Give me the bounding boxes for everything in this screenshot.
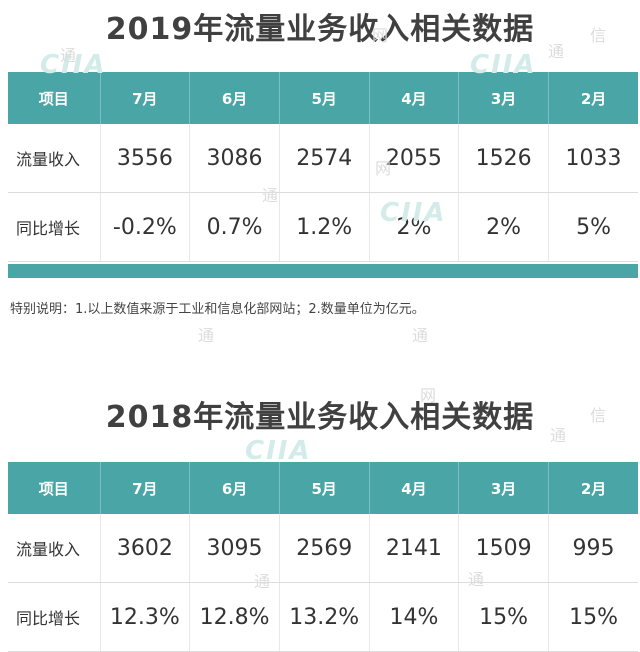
header-cell-item: 项目: [8, 462, 101, 514]
table-cell: 0.7%: [189, 192, 280, 262]
table-cell: 2574: [279, 124, 370, 193]
header-cell-month: 2月: [548, 462, 639, 514]
header-cell-month: 3月: [458, 72, 549, 124]
watermark-char: 通: [198, 326, 215, 345]
header-cell-month: 5月: [279, 462, 370, 514]
table-cell: 1526: [458, 124, 549, 193]
table-title-2019: 2019年流量业务收入相关数据: [105, 12, 535, 47]
table-cell: 5%: [548, 192, 639, 262]
header-cell-month: 4月: [369, 72, 460, 124]
table-header-row: 项目 7月 6月 5月 4月 3月 2月: [8, 462, 639, 514]
header-cell-month: 3月: [458, 462, 549, 514]
table-cell: 995: [548, 514, 639, 583]
table-cell: 3095: [189, 514, 280, 583]
header-cell-month: 6月: [189, 462, 280, 514]
table-row-traffic-revenue: 流量收入 3556 3086 2574 2055 1526 1033: [8, 124, 639, 193]
table-cell: 12.3%: [100, 582, 191, 652]
table-cell: 2141: [369, 514, 460, 583]
table-cell: 3556: [100, 124, 191, 193]
header-cell-month: 5月: [279, 72, 370, 124]
row-label: 流量收入: [8, 514, 101, 583]
table-footer-bar: [8, 264, 638, 278]
row-label: 同比增长: [8, 192, 101, 262]
table-cell: 15%: [548, 582, 639, 652]
table-cell: 2055: [369, 124, 460, 193]
table-cell: 1509: [458, 514, 549, 583]
header-cell-month: 7月: [100, 72, 191, 124]
table-cell: 3086: [189, 124, 280, 193]
data-table-2019: 项目 7月 6月 5月 4月 3月 2月 流量收入 3556 3086 2574…: [8, 72, 639, 262]
table-title-2018: 2018年流量业务收入相关数据: [105, 400, 535, 435]
header-cell-month: 7月: [100, 462, 191, 514]
data-table-2018: 项目 7月 6月 5月 4月 3月 2月 流量收入 3602 3095 2569…: [8, 462, 639, 652]
table-row-yoy-growth: 同比增长 12.3% 12.8% 13.2% 14% 15% 15%: [8, 582, 639, 652]
table-header-row: 项目 7月 6月 5月 4月 3月 2月: [8, 72, 639, 124]
watermark-char: 通: [412, 326, 429, 345]
table-cell: 12.8%: [189, 582, 280, 652]
header-cell-month: 6月: [189, 72, 280, 124]
table-cell: 3602: [100, 514, 191, 583]
table-cell: 15%: [458, 582, 549, 652]
table-cell: 2%: [458, 192, 549, 262]
table-cell: 14%: [369, 582, 460, 652]
table-cell: 2%: [369, 192, 460, 262]
header-cell-month: 4月: [369, 462, 460, 514]
table-cell: 2569: [279, 514, 370, 583]
footnote: 特别说明：1.以上数值来源于工业和信息化部网站；2.数量单位为亿元。: [10, 302, 425, 317]
table-row-traffic-revenue: 流量收入 3602 3095 2569 2141 1509 995: [8, 514, 639, 583]
header-cell-item: 项目: [8, 72, 101, 124]
table-row-yoy-growth: 同比增长 -0.2% 0.7% 1.2% 2% 2% 5%: [8, 192, 639, 262]
row-label: 同比增长: [8, 582, 101, 652]
row-label: 流量收入: [8, 124, 101, 193]
table-cell: -0.2%: [100, 192, 191, 262]
header-cell-month: 2月: [548, 72, 639, 124]
table-cell: 13.2%: [279, 582, 370, 652]
table-cell: 1033: [548, 124, 639, 193]
table-cell: 1.2%: [279, 192, 370, 262]
